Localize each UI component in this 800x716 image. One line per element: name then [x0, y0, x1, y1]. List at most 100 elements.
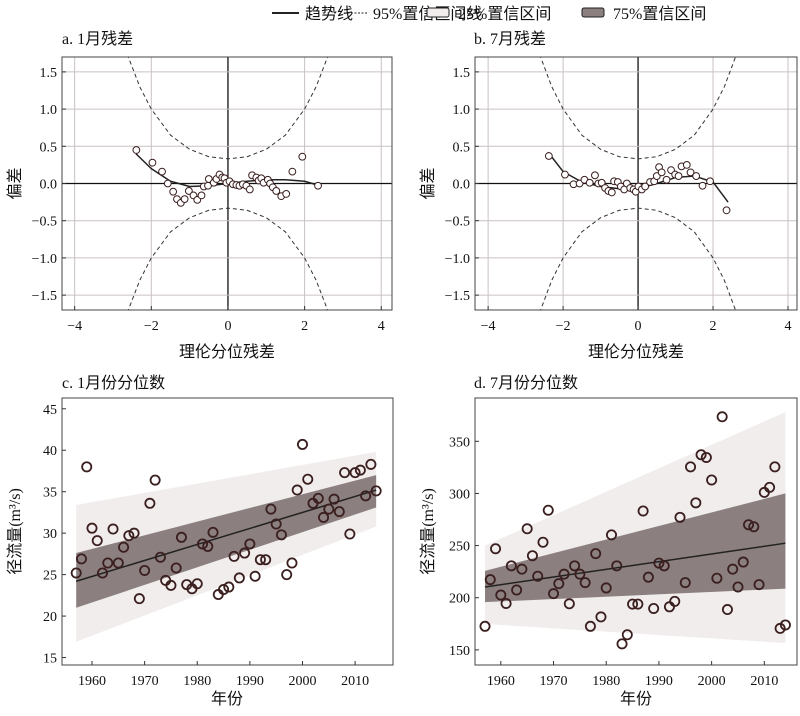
data-point: [296, 438, 308, 450]
x-tick-label: 4: [785, 319, 792, 334]
panels: −4 −2 0 2 4 1.5 1.0 0.5 0.0 −0.5 −1.0 −1.5 a. 1月残差理伦…: [6, 30, 798, 708]
data-point: [737, 556, 749, 568]
data-point: [716, 411, 728, 423]
data-point: [102, 557, 114, 569]
y-tick-label: 250: [449, 540, 470, 555]
data-point: [779, 619, 791, 631]
data-point: [272, 187, 281, 195]
data-point: [128, 527, 140, 539]
data-point: [191, 578, 203, 590]
data-point: [495, 589, 507, 601]
data-point: [569, 560, 581, 572]
panel-title: a. 1月残差: [62, 30, 133, 48]
data-point: [169, 187, 178, 196]
y-tick-label: 45: [43, 403, 57, 418]
x-tick-label: 2010: [341, 674, 369, 689]
data-point: [107, 523, 119, 535]
y-tick-label: 1.5: [453, 66, 471, 81]
data-point: [590, 548, 602, 560]
data-point: [339, 467, 351, 479]
data-point: [323, 503, 335, 515]
data-point: [133, 593, 145, 605]
data-point: [600, 582, 612, 594]
x-tick-label: 1970: [540, 674, 568, 689]
data-point: [521, 523, 533, 535]
x-tick-label: 0: [224, 319, 231, 334]
ci95-lower-line: [540, 207, 737, 310]
y-tick-label: 0.5: [453, 140, 471, 155]
data-point: [490, 543, 502, 555]
data-point: [249, 570, 261, 582]
data-point: [722, 206, 731, 215]
x-tick-label: 1980: [183, 674, 211, 689]
band-75: [76, 475, 377, 608]
x-tick-label: 2000: [288, 674, 316, 689]
data-point: [548, 588, 560, 600]
data-point: [197, 191, 206, 200]
data-point: [658, 560, 670, 572]
data-point: [748, 521, 760, 533]
data-point: [605, 529, 617, 541]
data-point: [91, 535, 103, 547]
data-point: [627, 598, 639, 610]
data-point: [632, 598, 644, 610]
data-point: [686, 168, 695, 177]
data-point: [479, 620, 491, 632]
data-point: [180, 195, 189, 204]
x-axis-label: 理伦分位残差: [179, 343, 275, 361]
data-point: [86, 522, 98, 534]
data-point: [692, 172, 701, 180]
panel-title: b. 7月残差: [474, 30, 546, 48]
data-point: [245, 185, 254, 194]
data-point: [70, 567, 82, 579]
data-point: [233, 572, 245, 584]
data-point: [682, 160, 691, 169]
data-point: [607, 188, 616, 197]
data-point: [291, 484, 303, 496]
data-point: [769, 461, 781, 473]
data-point: [584, 620, 596, 632]
panel-c: 1960 1970 1980 1990 2000 2010 45 40 35 30 25 20 15 c.…: [6, 374, 394, 708]
data-point: [197, 538, 209, 550]
data-point: [97, 567, 109, 579]
x-tick-label: 2000: [698, 674, 726, 689]
panel-title: c. 1月份分位数: [62, 374, 165, 392]
y-tick-label: 25: [43, 569, 57, 584]
data-point: [500, 597, 512, 609]
ci95-lower-line: [127, 207, 329, 310]
data-point: [170, 562, 182, 574]
y-axis-label: 偏差: [6, 167, 24, 199]
data-point: [700, 451, 712, 463]
data-point: [288, 167, 297, 176]
x-tick-label: 4: [378, 319, 385, 334]
data-point: [132, 146, 141, 154]
panel-title: d. 7月份分位数: [474, 374, 578, 392]
y-tick-label: 150: [449, 644, 470, 659]
data-point: [144, 497, 156, 509]
data-point: [621, 629, 633, 641]
data-point: [365, 458, 377, 470]
panel-d: 1960 1970 1980 1990 2000 2010 350 300 250 200 150 d…: [419, 374, 798, 708]
x-tick-label: 2010: [750, 674, 778, 689]
plot-frame: [61, 397, 394, 666]
data-point: [344, 528, 356, 540]
data-point: [544, 152, 553, 160]
data-point: [764, 481, 776, 493]
data-point: [154, 551, 166, 563]
data-point: [349, 467, 361, 479]
x-tick-label: −4: [67, 319, 82, 334]
data-point: [333, 506, 345, 518]
data-point: [616, 638, 628, 650]
x-tick-label: −2: [556, 319, 571, 334]
data-point: [698, 181, 707, 190]
data-point: [669, 595, 681, 607]
data-point: [223, 581, 235, 593]
y-tick-label: −0.5: [445, 215, 470, 230]
data-point: [158, 167, 166, 176]
plot-frame: [474, 397, 798, 666]
panel-b: −4 −2 0 2 4 1.5 1.0 0.5 0.0 −0.5 −1.0 −1.5 b. 7月残差理伦…: [419, 30, 798, 361]
data-point: [591, 171, 599, 180]
y-tick-label: −1.5: [32, 289, 57, 304]
ci95-upper-line: [127, 57, 329, 160]
